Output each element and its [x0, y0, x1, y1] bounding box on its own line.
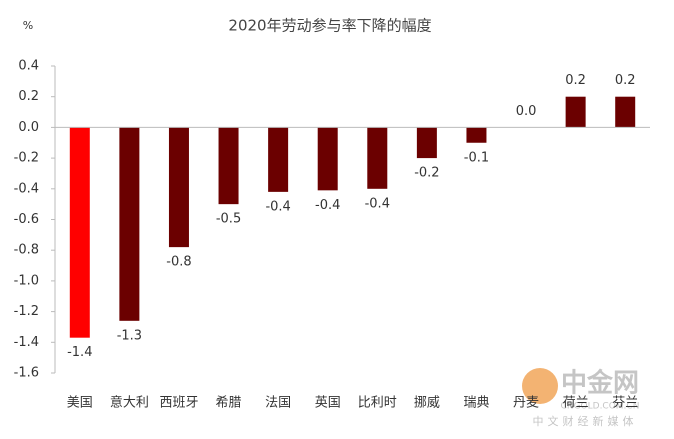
bar — [317, 127, 338, 191]
bar — [466, 127, 487, 143]
watermark-brand: 中金网 — [561, 368, 639, 399]
y-tick-label: -1.6 — [14, 366, 39, 381]
value-label: -0.8 — [166, 255, 191, 270]
value-label: -0.4 — [365, 196, 390, 211]
x-tick-label: 美国 — [67, 396, 93, 411]
y-tick-label: -0.8 — [14, 243, 39, 258]
x-tick-label: 挪威 — [414, 396, 440, 411]
y-tick-label: -0.4 — [14, 181, 39, 196]
value-label: -0.4 — [265, 199, 290, 214]
watermark: 中金网 CNGOLD.COM.CN 中文财经新媒体 — [522, 368, 640, 428]
y-tick-label: -0.2 — [14, 151, 39, 166]
x-tick-label: 荷兰 — [563, 396, 589, 411]
y-tick-label: -1.0 — [14, 273, 39, 288]
y-tick-label: 0.4 — [18, 59, 39, 74]
bar — [119, 127, 140, 321]
y-tick-label: 0.0 — [18, 120, 39, 135]
bar — [168, 127, 189, 248]
x-tick-label: 意大利 — [110, 395, 149, 411]
value-label: -0.5 — [216, 212, 241, 227]
value-label: -1.3 — [117, 328, 142, 343]
y-tick-label: -1.4 — [14, 335, 39, 350]
value-label: -0.2 — [414, 166, 439, 181]
x-tick-label: 希腊 — [216, 396, 242, 411]
bar — [218, 127, 239, 205]
y-tick-label: -0.6 — [14, 212, 39, 227]
x-tick-label: 瑞典 — [463, 396, 489, 411]
bar — [416, 127, 437, 159]
value-label: 0.2 — [565, 73, 586, 88]
x-tick-label: 丹麦 — [513, 396, 539, 411]
value-label: 0.0 — [516, 104, 537, 119]
value-label: -0.1 — [464, 150, 489, 165]
value-label: -1.4 — [67, 345, 92, 360]
bar — [367, 127, 388, 189]
chart-title: 2020年劳动参与率下降的幅度 — [228, 17, 431, 35]
x-tick-label: 比利时 — [358, 396, 397, 411]
value-label: -0.4 — [315, 198, 340, 213]
value-label: 0.2 — [615, 73, 636, 88]
watermark-slogan: 中文财经新媒体 — [533, 414, 638, 428]
x-tick-label: 西班牙 — [159, 396, 198, 411]
bar — [69, 127, 90, 338]
bar — [268, 127, 289, 192]
x-tick-label: 芬兰 — [612, 396, 638, 411]
bar — [615, 96, 636, 128]
watermark-domain: CNGOLD.COM.CN — [561, 402, 640, 412]
x-tick-label: 英国 — [315, 396, 341, 411]
y-axis-label: % — [23, 19, 33, 32]
y-tick-label: 0.2 — [18, 89, 39, 104]
watermark-logo — [522, 368, 558, 404]
y-tick-label: -1.2 — [14, 304, 39, 319]
bar — [565, 96, 586, 128]
x-tick-label: 法国 — [265, 396, 291, 411]
